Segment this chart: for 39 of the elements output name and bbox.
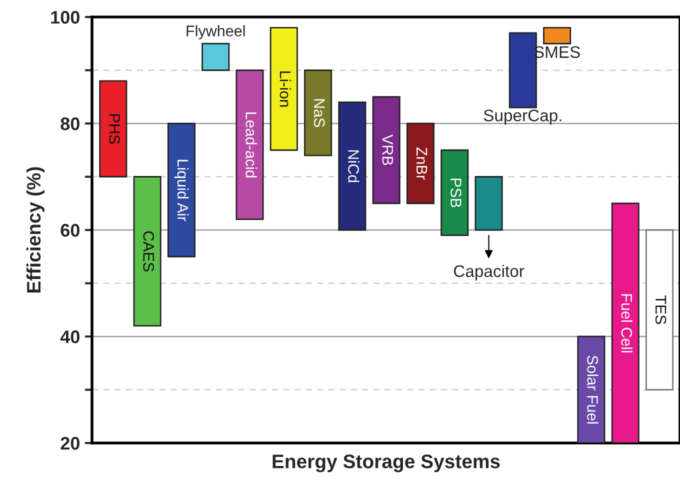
- x-tick-label: Solar Fuel: [587, 356, 598, 424]
- bar: [611, 202, 640, 443]
- x-tick-label: Liquid Air: [174, 160, 189, 222]
- x-tick-label: SuperCap.: [484, 110, 562, 125]
- x-tick-label: Capacitor: [454, 264, 524, 280]
- bar: [543, 26, 572, 44]
- x-tick-label: ZnBr: [416, 147, 428, 180]
- y-tick-label: 20: [60, 436, 80, 450]
- x-tick-label: CAES: [143, 231, 154, 272]
- x-tick-label: NaS: [314, 99, 325, 128]
- x-tick-label: Fuel Cell: [621, 294, 632, 352]
- bar: [133, 176, 162, 327]
- bar: [577, 336, 606, 443]
- bar: [99, 80, 128, 178]
- x-tick-label: PHS: [109, 114, 120, 144]
- bar: [474, 176, 503, 231]
- bar: [202, 42, 230, 71]
- bar: [372, 96, 400, 204]
- bar: [646, 229, 674, 390]
- y-tick-label: 40: [60, 330, 80, 344]
- bar: [270, 26, 298, 151]
- bar: [338, 102, 366, 231]
- x-tick-label: Flywheel: [186, 25, 245, 40]
- y-tick-label: 80: [60, 117, 80, 130]
- x-tick-label: PSB: [450, 178, 462, 208]
- y-tick-label: 60: [60, 224, 80, 237]
- bar: [440, 149, 469, 236]
- bar: [236, 70, 264, 220]
- x-tick-label: Li-ion: [280, 71, 292, 107]
- bar: [406, 122, 434, 204]
- y-axis-title: Efficiency (%): [26, 167, 45, 292]
- x-tick-label: VRB: [382, 134, 393, 166]
- y-tick-label: 100: [51, 10, 80, 24]
- bar: [167, 122, 196, 258]
- x-tick-label: TES: [655, 295, 666, 324]
- bar: [304, 70, 332, 156]
- x-tick-label: NiCd: [348, 150, 360, 182]
- x-tick-label: Lead-acid: [246, 112, 257, 178]
- x-axis-title: Energy Storage Systems: [272, 454, 500, 472]
